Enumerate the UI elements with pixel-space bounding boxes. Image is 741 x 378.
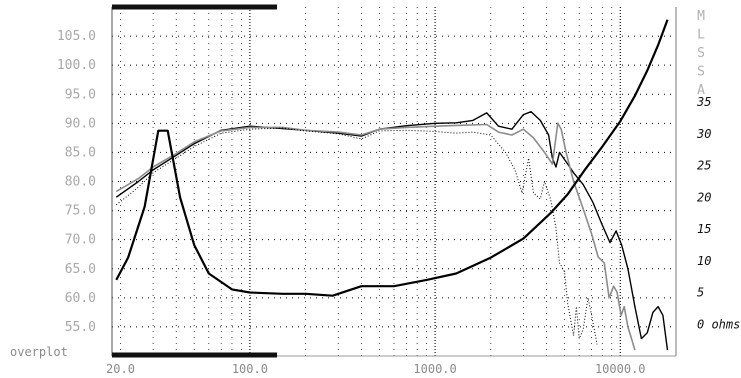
series-line-impedance bbox=[115, 19, 669, 297]
right-tick-label: 25 bbox=[697, 159, 711, 173]
left-tick-label: 100.0 bbox=[57, 58, 96, 73]
left-tick-label: 55.0 bbox=[65, 320, 96, 335]
right-tick-label: 15 bbox=[697, 222, 711, 236]
right-tick-label: 20 bbox=[697, 190, 711, 204]
side-label-letter: A bbox=[697, 83, 705, 98]
left-tick-label: 75.0 bbox=[65, 204, 96, 219]
left-tick-label: 80.0 bbox=[65, 175, 96, 190]
right-tick-label: 35 bbox=[696, 95, 711, 109]
right-tick-label: 30 bbox=[696, 127, 711, 141]
left-tick-label: 65.0 bbox=[65, 262, 96, 277]
left-tick-label: 60.0 bbox=[65, 291, 96, 306]
side-label-letter: L bbox=[697, 28, 705, 43]
left-tick-label: 85.0 bbox=[65, 145, 96, 160]
x-tick-label: 1000.0 bbox=[413, 362, 456, 376]
right-tick-label: 0 ohms bbox=[697, 317, 740, 331]
x-tick-label: 20.0 bbox=[106, 362, 135, 376]
series-line-solid-gray bbox=[115, 122, 636, 351]
grid-lines bbox=[112, 7, 677, 356]
left-tick-label: 105.0 bbox=[57, 29, 96, 44]
right-tick-label: 5 bbox=[697, 286, 704, 300]
side-label-letter: S bbox=[697, 65, 705, 80]
overplot-label: overplot bbox=[10, 345, 68, 359]
side-label-letter: M bbox=[697, 9, 705, 24]
tick-labels: 105.0 100.0 95.0 90.0 85.0 80.0 75.0 70.0 65.0 60… bbox=[10, 9, 740, 376]
left-tick-label: 70.0 bbox=[65, 233, 96, 248]
series-line-solid-black bbox=[115, 111, 669, 351]
data-series bbox=[115, 19, 669, 351]
left-tick-label: 95.0 bbox=[65, 87, 96, 102]
axes bbox=[111, 4, 677, 358]
x-tick-label: 100.0 bbox=[232, 362, 268, 376]
x-tick-label: 10000.0 bbox=[595, 362, 646, 376]
right-tick-label: 10 bbox=[697, 254, 711, 268]
side-label-letter: S bbox=[697, 46, 705, 61]
left-tick-label: 90.0 bbox=[65, 116, 96, 131]
